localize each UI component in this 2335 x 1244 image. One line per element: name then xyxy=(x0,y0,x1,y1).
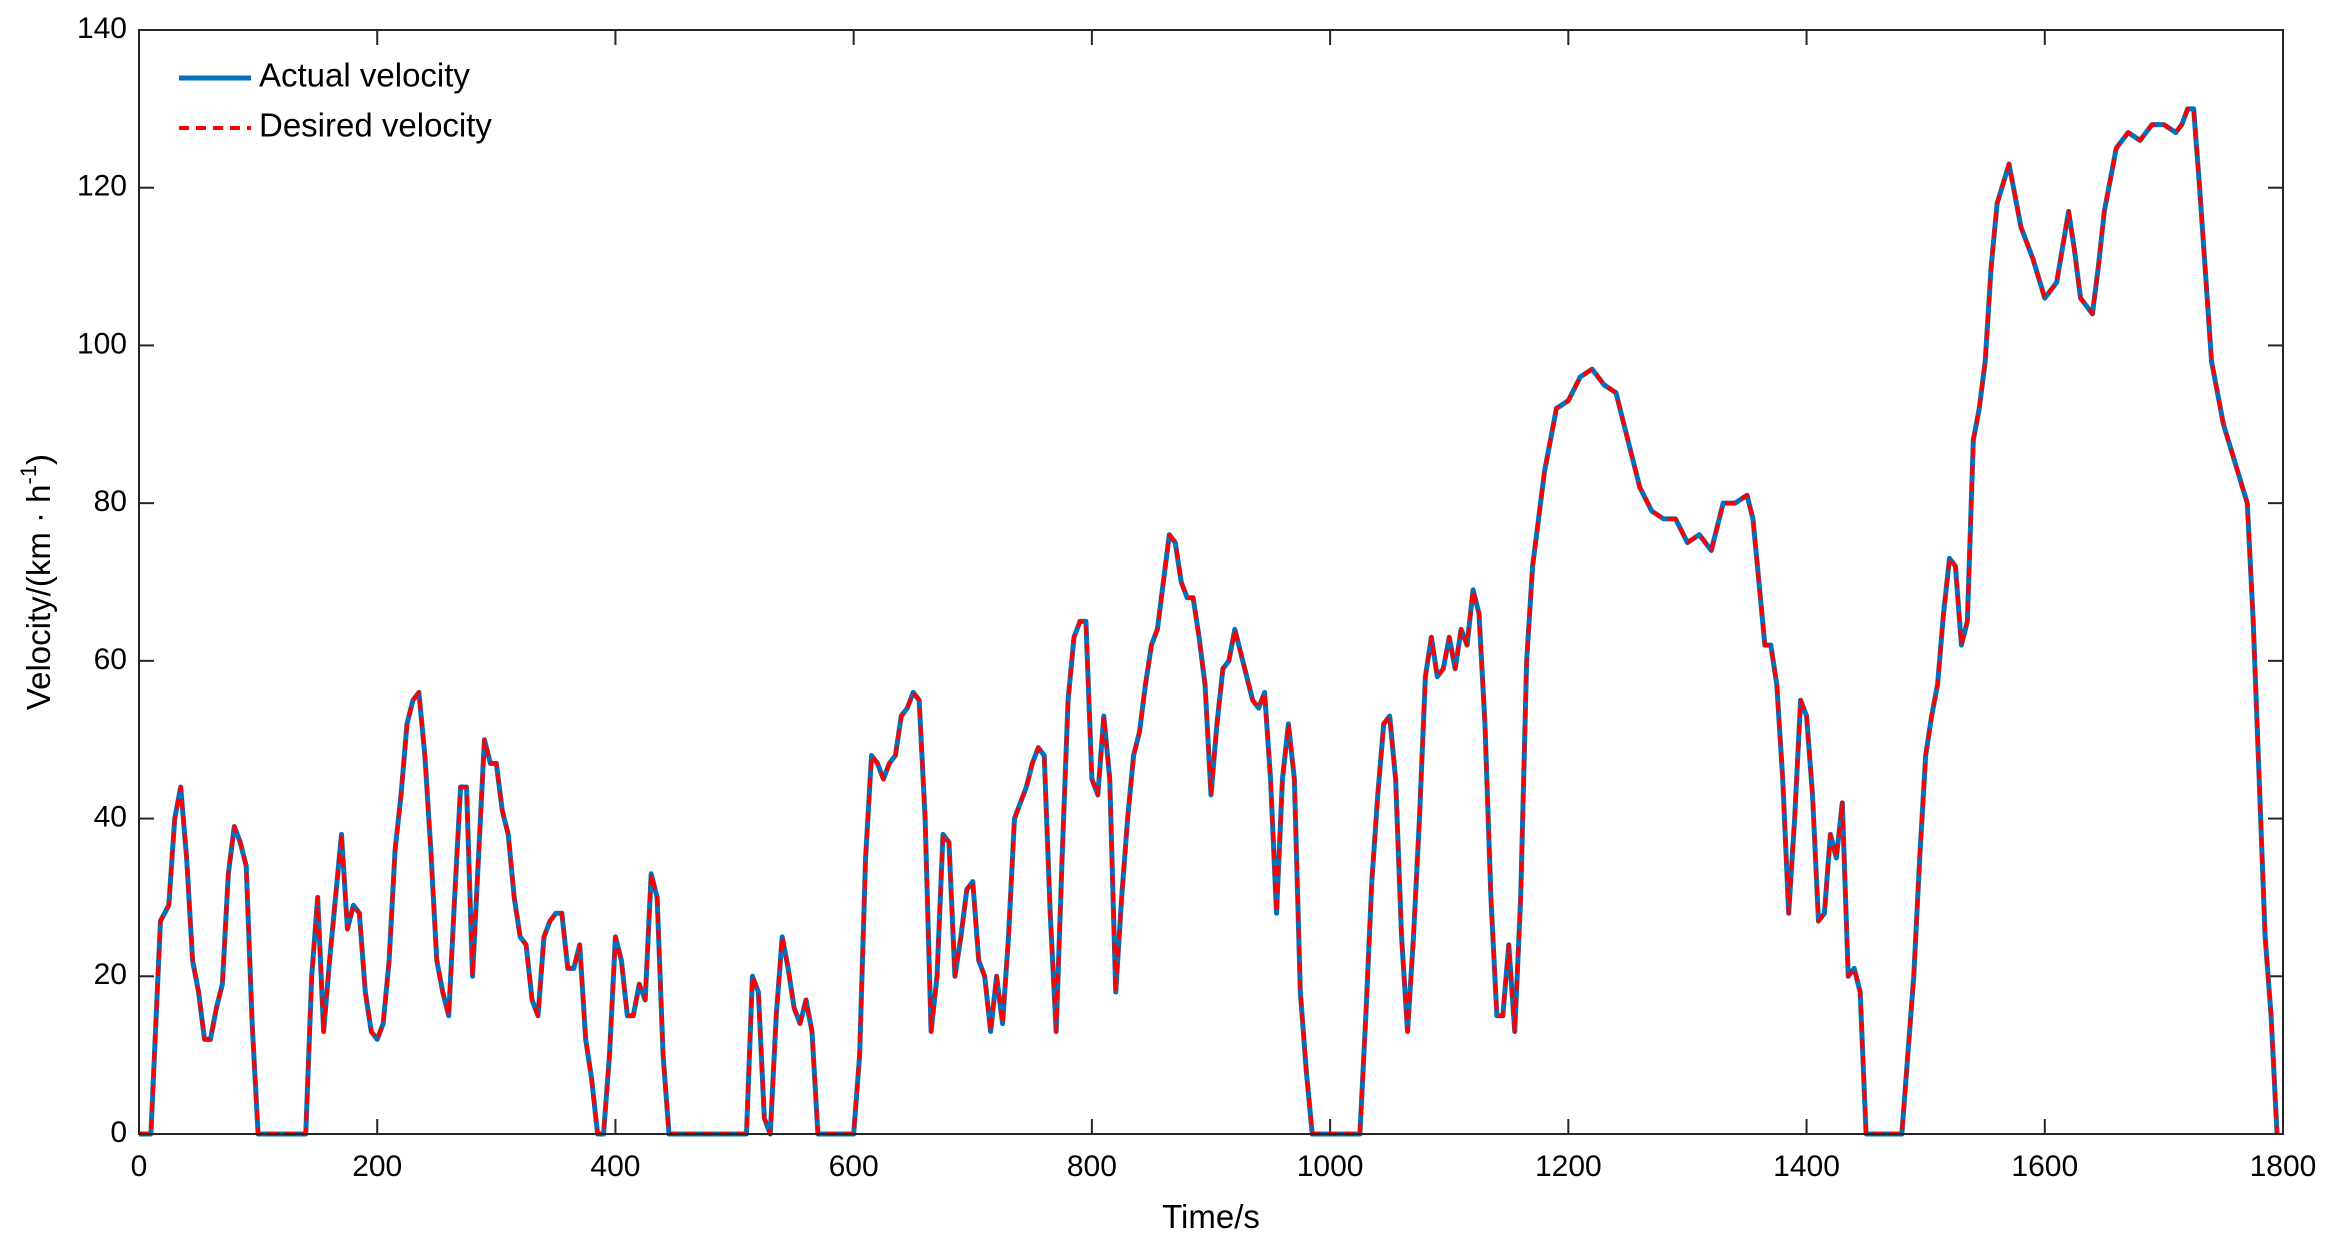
axes-box xyxy=(138,29,2284,1135)
y-axis-label: Velocity/(km · h-1) xyxy=(16,454,57,710)
y-tick-label: 80 xyxy=(94,485,127,518)
legend-label: Actual velocity xyxy=(259,57,470,94)
x-tick-label: 200 xyxy=(352,1150,402,1183)
x-tick-label: 800 xyxy=(1067,1150,1117,1183)
x-tick-label: 1600 xyxy=(2011,1150,2078,1183)
legend: Actual velocity Desired velocity xyxy=(179,57,492,144)
y-tick-label: 40 xyxy=(94,800,127,833)
y-tick-label: 140 xyxy=(77,12,127,45)
x-tick-label: 1400 xyxy=(1773,1150,1840,1183)
x-tick-label: 600 xyxy=(829,1150,879,1183)
plot-area xyxy=(139,30,2283,1134)
y-tick-label: 120 xyxy=(77,170,127,203)
y-tick-label: 100 xyxy=(77,327,127,360)
x-tick-label: 1000 xyxy=(1297,1150,1364,1183)
legend-label: Desired velocity xyxy=(259,107,492,144)
y-tick-label: 60 xyxy=(94,643,127,676)
x-tick-label: 1200 xyxy=(1535,1150,1602,1183)
y-axis-label-end: ) xyxy=(20,454,57,465)
y-axis-label-main: Velocity/(km · h xyxy=(20,485,57,711)
y-axis-label-sup: -1 xyxy=(16,465,41,485)
y-tick-label: 0 xyxy=(110,1116,127,1149)
x-axis-label: Time/s xyxy=(1162,1198,1260,1235)
series-line xyxy=(139,106,2280,1136)
x-tick-label: 1800 xyxy=(2250,1150,2317,1183)
x-tick-label: 0 xyxy=(131,1150,148,1183)
x-tick-label: 400 xyxy=(590,1150,640,1183)
y-tick-label: 20 xyxy=(94,958,127,991)
